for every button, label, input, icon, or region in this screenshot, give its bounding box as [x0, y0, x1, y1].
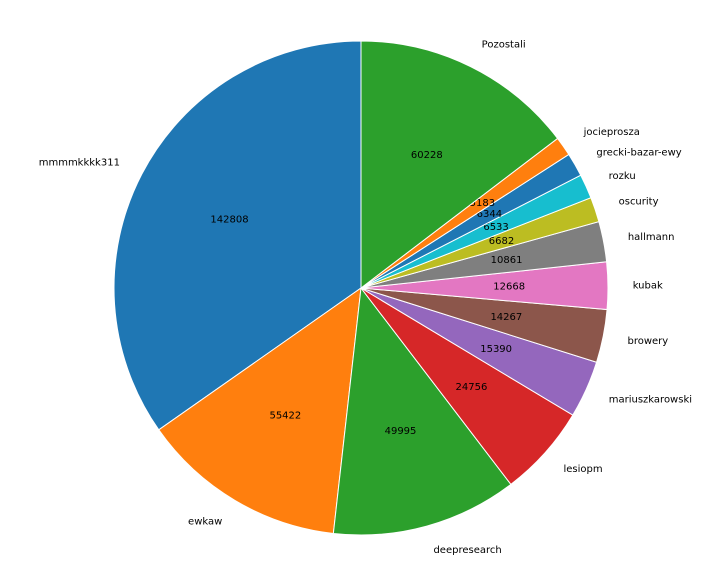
pie-slice — [158, 286, 362, 535]
value-label: 60228 — [411, 150, 443, 161]
value-label: 6682 — [489, 236, 514, 247]
value-label: 6344 — [477, 209, 502, 220]
value-label: 55422 — [269, 410, 301, 421]
slice-label: ewkaw — [188, 517, 222, 528]
pie-slice — [360, 40, 559, 290]
slice-label: grecki-bazar-ewy — [596, 147, 681, 158]
slice-label: kubak — [633, 280, 663, 291]
slice-label: mmmmkkkk311 — [39, 158, 120, 169]
value-label: 10861 — [491, 255, 523, 266]
value-label: 5183 — [470, 198, 495, 209]
value-label: 24756 — [456, 382, 488, 393]
slice-label: hallmann — [628, 232, 675, 243]
slice-label: oscurity — [619, 197, 659, 208]
slice-label: Pozostali — [482, 40, 526, 51]
value-label: 15390 — [480, 344, 512, 355]
value-label: 142808 — [210, 215, 248, 226]
slice-label: deepresearch — [433, 545, 501, 556]
pie-slice — [332, 286, 512, 536]
slice-label: mariuszkarowski — [609, 395, 692, 406]
slice-label: lesiopm — [564, 464, 603, 475]
value-label: 12668 — [493, 282, 525, 293]
pie-slice — [113, 40, 362, 431]
value-label: 49995 — [385, 426, 417, 437]
slice-label: jocieprosza — [583, 127, 640, 138]
value-label: 14267 — [490, 312, 522, 323]
slice-label: rozku — [609, 171, 636, 182]
value-label: 6533 — [483, 222, 508, 233]
slice-label: browery — [627, 336, 668, 347]
